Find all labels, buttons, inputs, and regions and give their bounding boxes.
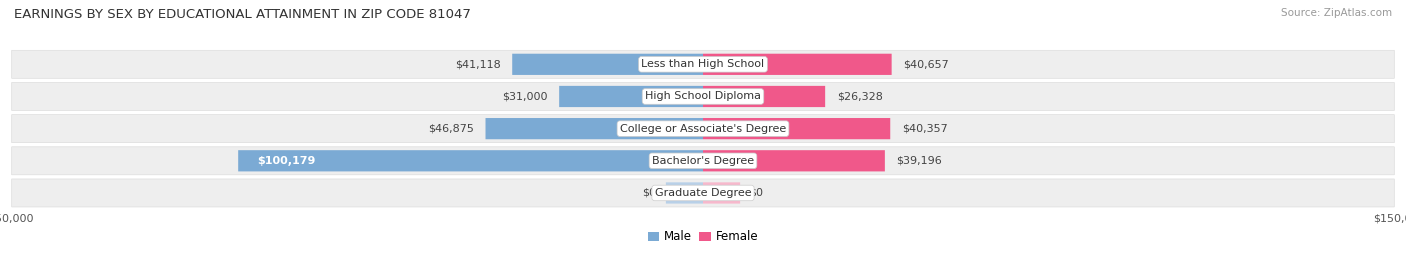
FancyBboxPatch shape [703,86,825,107]
FancyBboxPatch shape [703,118,890,139]
Text: Source: ZipAtlas.com: Source: ZipAtlas.com [1281,8,1392,18]
Text: EARNINGS BY SEX BY EDUCATIONAL ATTAINMENT IN ZIP CODE 81047: EARNINGS BY SEX BY EDUCATIONAL ATTAINMEN… [14,8,471,21]
Legend: Male, Female: Male, Female [643,226,763,248]
Text: College or Associate's Degree: College or Associate's Degree [620,124,786,134]
FancyBboxPatch shape [11,147,1395,175]
Text: Graduate Degree: Graduate Degree [655,188,751,198]
Text: $0: $0 [643,188,657,198]
Text: $26,328: $26,328 [837,91,883,102]
FancyBboxPatch shape [11,179,1395,207]
Text: Bachelor's Degree: Bachelor's Degree [652,156,754,166]
Text: $46,875: $46,875 [427,124,474,134]
FancyBboxPatch shape [703,150,884,172]
Text: $40,357: $40,357 [901,124,948,134]
FancyBboxPatch shape [11,83,1395,110]
FancyBboxPatch shape [703,182,740,204]
Text: $41,118: $41,118 [456,59,501,69]
Text: High School Diploma: High School Diploma [645,91,761,102]
FancyBboxPatch shape [666,182,703,204]
Text: $100,179: $100,179 [257,156,315,166]
FancyBboxPatch shape [703,54,891,75]
FancyBboxPatch shape [560,86,703,107]
FancyBboxPatch shape [485,118,703,139]
Text: $31,000: $31,000 [502,91,547,102]
Text: $40,657: $40,657 [903,59,949,69]
Text: $0: $0 [749,188,763,198]
Text: Less than High School: Less than High School [641,59,765,69]
FancyBboxPatch shape [11,115,1395,143]
FancyBboxPatch shape [238,150,703,172]
Text: $39,196: $39,196 [897,156,942,166]
FancyBboxPatch shape [512,54,703,75]
FancyBboxPatch shape [11,50,1395,78]
